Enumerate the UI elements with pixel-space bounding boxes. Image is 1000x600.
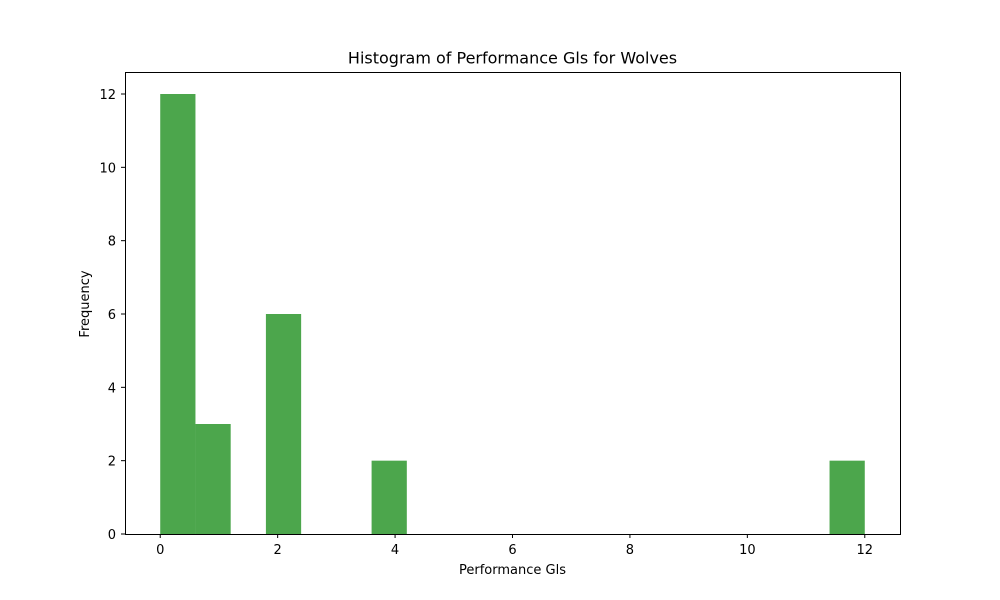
y-tick-label-1: 2 bbox=[108, 455, 116, 470]
histogram-bar-1 bbox=[195, 424, 231, 534]
x-tick-label-5: 10 bbox=[739, 543, 756, 558]
x-tick-label-1: 2 bbox=[274, 543, 282, 558]
bars-layer bbox=[160, 94, 865, 534]
y-tick-label-4: 8 bbox=[108, 235, 116, 250]
chart-title: Histogram of Performance Gls for Wolves bbox=[348, 49, 677, 68]
y-tick-label-2: 4 bbox=[108, 381, 116, 396]
x-axis-title: Performance Gls bbox=[459, 563, 566, 578]
x-tick-label-2: 4 bbox=[391, 543, 399, 558]
y-tick-label-3: 6 bbox=[108, 308, 116, 323]
histogram-bar-0 bbox=[160, 94, 196, 534]
x-tick-label-4: 8 bbox=[626, 543, 634, 558]
plot-frame bbox=[125, 72, 901, 535]
y-tick-label-6: 12 bbox=[99, 88, 116, 103]
x-axis: 0 2 4 6 8 10 12 bbox=[156, 534, 873, 558]
y-tick-label-0: 0 bbox=[108, 528, 116, 543]
histogram-bar-3 bbox=[371, 460, 407, 534]
y-tick-label-5: 10 bbox=[99, 161, 116, 176]
histogram-bar-4 bbox=[829, 460, 865, 534]
y-axis: 0 2 4 6 8 10 12 bbox=[99, 88, 125, 543]
x-tick-label-3: 6 bbox=[508, 543, 516, 558]
histogram-bar-2 bbox=[265, 314, 302, 534]
y-axis-title: Frequency bbox=[78, 270, 93, 337]
x-tick-label-0: 0 bbox=[156, 543, 164, 558]
x-tick-label-6: 12 bbox=[856, 543, 873, 558]
